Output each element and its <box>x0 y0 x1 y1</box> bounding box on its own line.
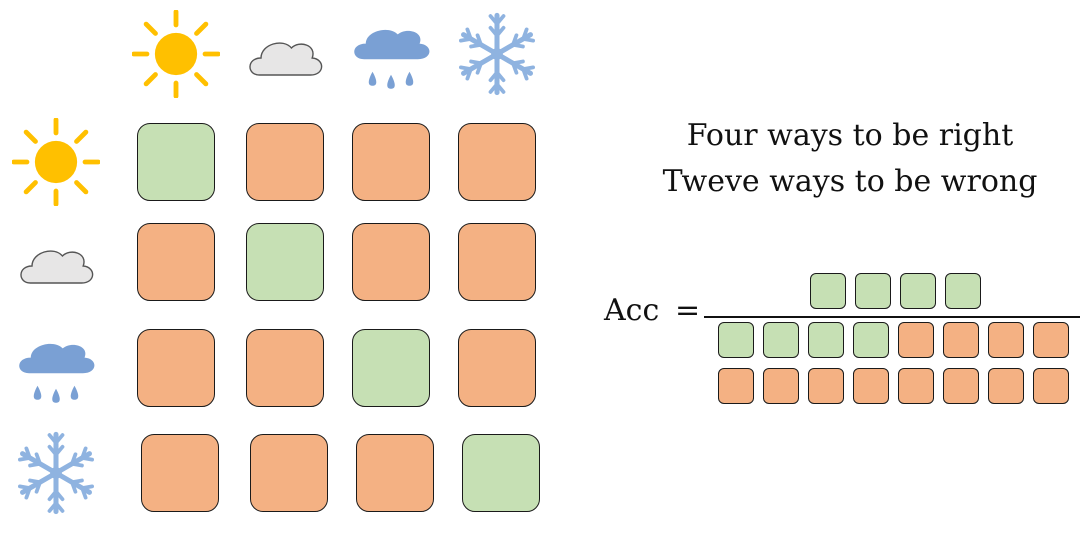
denominator-square-wrong <box>943 368 979 404</box>
matrix-cell-correct <box>246 223 324 301</box>
denominator-square-wrong <box>718 368 754 404</box>
matrix-cell-wrong <box>246 123 324 201</box>
numerator-square-correct <box>855 273 891 309</box>
matrix-cell-wrong <box>137 223 215 301</box>
accuracy-label: Acc <box>604 293 660 328</box>
matrix-cell-wrong <box>137 329 215 407</box>
denominator-square-correct <box>763 322 799 358</box>
caption-line-wrong: Tweve ways to be wrong <box>662 164 1038 199</box>
denominator-square-correct <box>718 322 754 358</box>
row-rain-icon <box>14 331 98 405</box>
denominator-square-wrong <box>898 322 934 358</box>
numerator-square-correct <box>945 273 981 309</box>
denominator-square-wrong <box>898 368 934 404</box>
matrix-cell-wrong <box>250 434 328 512</box>
matrix-cell-wrong <box>458 123 536 201</box>
denominator-square-correct <box>853 322 889 358</box>
column-snowflake-icon <box>455 12 539 96</box>
caption-line-right: Four ways to be right <box>686 118 1014 153</box>
column-rain-icon <box>349 17 433 91</box>
matrix-cell-correct <box>352 329 430 407</box>
denominator-square-wrong <box>988 368 1024 404</box>
matrix-cell-correct <box>462 434 540 512</box>
column-cloud-icon <box>245 29 325 79</box>
denominator-square-wrong <box>853 368 889 404</box>
matrix-cell-correct <box>137 123 215 201</box>
row-snowflake-icon <box>14 431 98 515</box>
denominator-square-wrong <box>763 368 799 404</box>
denominator-square-wrong <box>808 368 844 404</box>
matrix-cell-wrong <box>356 434 434 512</box>
row-sun-icon <box>12 118 100 206</box>
denominator-square-wrong <box>1033 368 1069 404</box>
denominator-square-wrong <box>988 322 1024 358</box>
row-cloud-icon <box>16 237 96 287</box>
denominator-square-wrong <box>943 322 979 358</box>
denominator-square-correct <box>808 322 844 358</box>
matrix-cell-wrong <box>246 329 324 407</box>
matrix-cell-wrong <box>458 223 536 301</box>
matrix-cell-wrong <box>352 223 430 301</box>
column-sun-icon <box>132 10 220 98</box>
equals-sign: = <box>675 293 701 328</box>
matrix-cell-wrong <box>458 329 536 407</box>
matrix-cell-wrong <box>352 123 430 201</box>
numerator-square-correct <box>900 273 936 309</box>
fraction-line <box>704 316 1080 318</box>
matrix-cell-wrong <box>141 434 219 512</box>
numerator-square-correct <box>810 273 846 309</box>
denominator-square-wrong <box>1033 322 1069 358</box>
